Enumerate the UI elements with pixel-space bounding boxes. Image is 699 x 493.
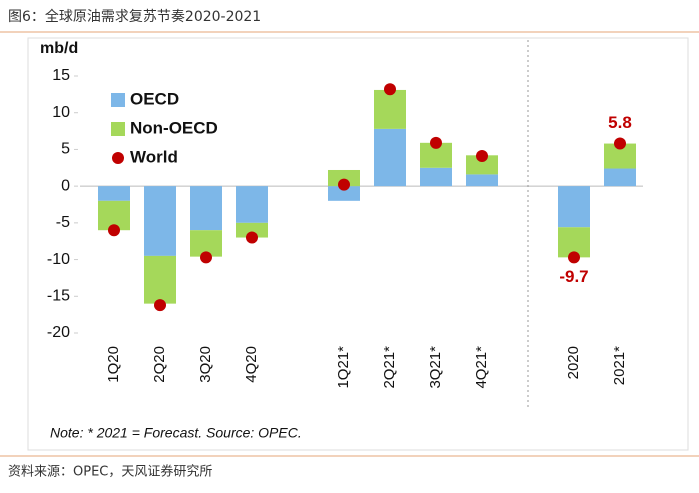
figure-title: 图6：全球原油需求复苏节奏2020-2021 — [8, 8, 261, 25]
y-tick-label: 10 — [52, 104, 70, 121]
legend-swatch — [111, 122, 125, 136]
world-dot — [246, 231, 258, 244]
source: 资料来源：OPEC，天风证券研究所 — [8, 464, 212, 480]
y-tick-label: -15 — [47, 288, 70, 305]
y-tick-label: -20 — [47, 324, 70, 341]
y-tick-label: -10 — [47, 251, 70, 268]
bar — [328, 186, 360, 201]
data-label: 5.8 — [608, 113, 632, 132]
y-axis-label: mb/d — [40, 40, 78, 57]
legend-label: OECD — [130, 89, 179, 108]
x-tick-label: 4Q20 — [243, 346, 260, 383]
y-tick-label: 15 — [52, 67, 70, 84]
bar — [604, 168, 636, 187]
legend-label: World — [130, 147, 178, 166]
bar — [558, 186, 590, 228]
bar — [374, 89, 406, 129]
world-dot — [614, 137, 626, 150]
bar — [466, 155, 498, 175]
legend-label: Non-OECD — [130, 118, 218, 137]
x-tick-label: 2Q20 — [151, 346, 168, 383]
bar — [190, 186, 222, 231]
x-tick-label: 1Q20 — [105, 346, 122, 383]
note: Note: * 2021 = Forecast. Source: OPEC. — [50, 425, 302, 441]
bar — [236, 222, 268, 238]
bar — [374, 128, 406, 187]
y-tick-label: -5 — [56, 214, 70, 231]
x-tick-label: 1Q21* — [335, 346, 352, 389]
x-tick-label: 4Q21* — [473, 346, 490, 389]
x-tick-label: 2Q21* — [381, 346, 398, 389]
bar — [144, 186, 176, 256]
y-tick-label: 0 — [61, 177, 70, 194]
x-tick-label: 3Q20 — [197, 346, 214, 383]
bar — [98, 186, 130, 201]
chart-frame — [27, 37, 689, 451]
data-label: -9.7 — [559, 267, 588, 286]
x-tick-label: 3Q21* — [427, 346, 444, 389]
world-dot — [384, 83, 396, 96]
legend-swatch — [112, 152, 124, 164]
world-dot — [338, 178, 350, 191]
bar — [236, 186, 268, 223]
world-dot — [568, 251, 580, 264]
bar — [420, 167, 452, 187]
world-dot — [476, 150, 488, 163]
legend-swatch — [111, 93, 125, 107]
world-dot — [200, 251, 212, 264]
bar — [466, 174, 498, 187]
y-tick-label: 5 — [61, 141, 70, 158]
x-tick-label: 2020 — [565, 346, 582, 379]
x-tick-label: 2021* — [611, 346, 628, 385]
bar — [328, 169, 360, 187]
world-dot — [154, 299, 166, 312]
world-dot — [108, 224, 120, 237]
bar — [144, 255, 176, 304]
world-dot — [430, 136, 442, 149]
